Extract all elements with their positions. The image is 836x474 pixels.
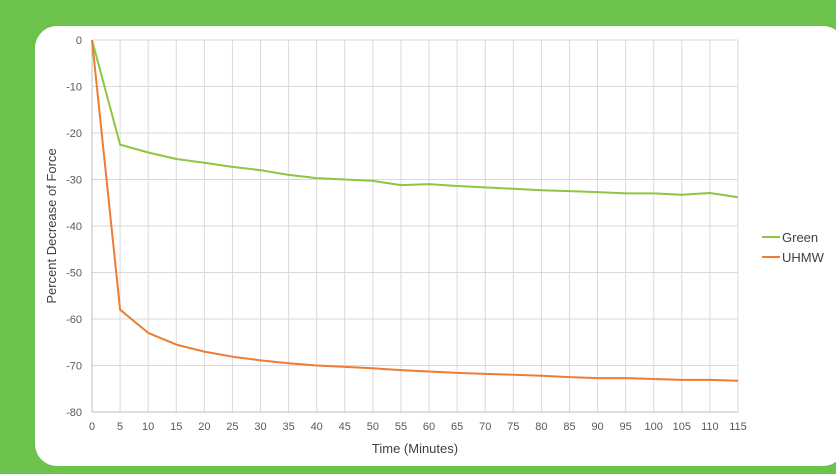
x-tick-label: 60 [423,421,435,433]
y-tick-labels: 0 -10 -20 -30 -40 -50 -60 -70 -80 [66,35,82,419]
y-tick-label: -50 [66,268,82,280]
series-lines [91,39,739,382]
x-tick-label: 115 [729,421,747,433]
x-tick-label: 80 [535,421,547,433]
x-tick-label: 25 [226,421,238,433]
x-tick-label: 65 [451,421,463,433]
legend: Green UHMW [762,230,825,265]
x-tick-label: 5 [117,421,123,433]
x-tick-label: 85 [563,421,575,433]
gridlines [92,39,739,412]
series-line-uhmw [91,39,739,382]
x-tick-label: 35 [282,421,294,433]
x-tick-label: 30 [254,421,266,433]
y-tick-label: -20 [66,128,82,140]
y-axis-title: Percent Decrease of Force [44,148,59,303]
x-tick-label: 100 [645,421,663,433]
x-tick-label: 50 [367,421,379,433]
x-tick-label: 110 [701,421,719,433]
axes [91,40,738,413]
y-tick-label: -40 [66,221,82,233]
x-tick-label: 10 [142,421,154,433]
y-tick-label: -60 [66,314,82,326]
y-tick-label: -70 [66,361,82,373]
x-tick-label: 20 [198,421,210,433]
y-tick-label: -30 [66,175,82,187]
legend-label-uhmw: UHMW [782,250,825,265]
x-axis-title: Time (Minutes) [372,441,458,456]
series-line-green [91,39,739,199]
x-tick-labels: 0 5 10 15 20 25 30 35 40 45 50 55 60 65 70 75 80 85 90 95 10… [89,421,747,433]
x-tick-label: 40 [311,421,323,433]
x-tick-label: 90 [591,421,603,433]
legend-label-green: Green [782,230,818,245]
x-tick-label: 70 [479,421,491,433]
x-tick-label: 75 [507,421,519,433]
x-tick-label: 15 [170,421,182,433]
y-tick-label: -80 [66,407,82,419]
x-tick-label: 95 [620,421,632,433]
x-tick-label: 45 [339,421,351,433]
y-tick-label: 0 [76,35,82,47]
x-tick-label: 0 [89,421,95,433]
chart-panel [35,26,836,466]
y-tick-label: -10 [66,82,82,94]
x-tick-label: 105 [673,421,691,433]
x-tick-label: 55 [395,421,407,433]
